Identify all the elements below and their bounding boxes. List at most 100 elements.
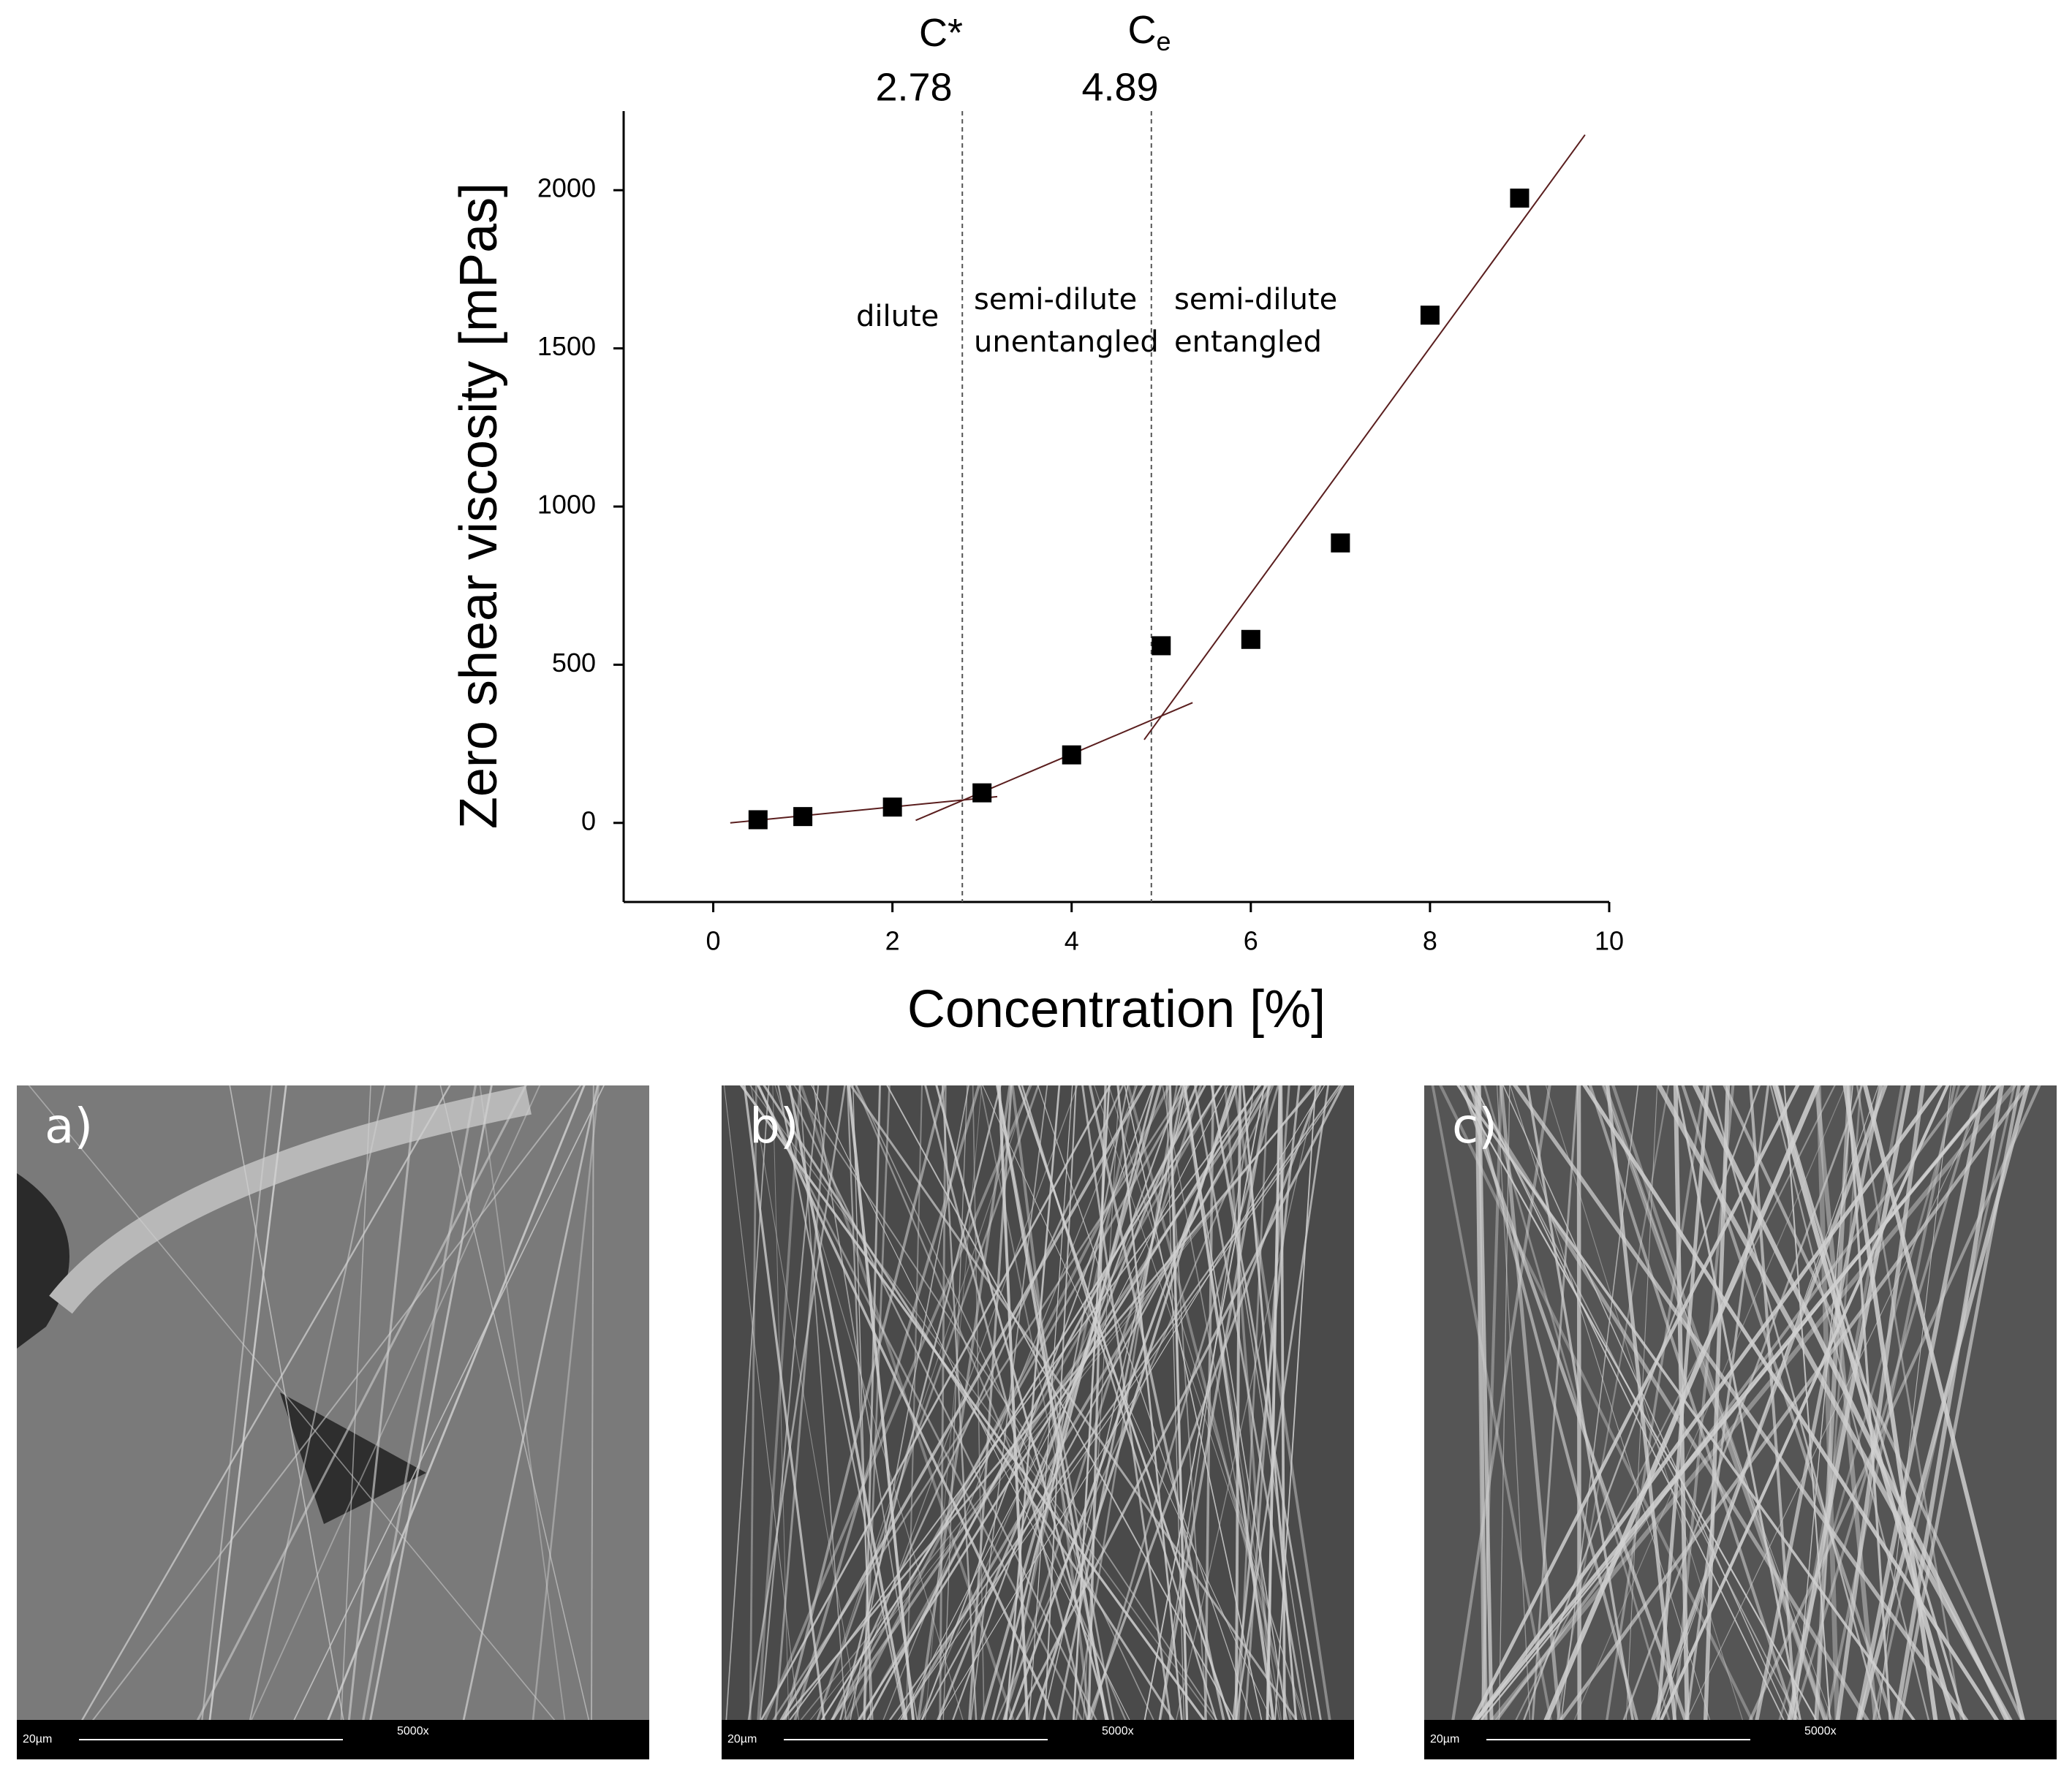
fiber	[241, 1085, 386, 1759]
fiber	[1165, 1085, 1186, 1759]
x-tick-label: 6	[1244, 926, 1258, 956]
fiber	[1887, 1085, 2005, 1759]
fiber	[1747, 1085, 1883, 1759]
x-tick-label: 10	[1595, 926, 1624, 956]
scale-bar-label: 20µm	[727, 1733, 757, 1745]
fiber	[590, 1085, 594, 1759]
fiber	[803, 1085, 1268, 1759]
magnification: 5000x	[1102, 1725, 1134, 1737]
fiber	[454, 1085, 599, 1759]
fiber	[861, 1085, 881, 1759]
scale-bar-label: 20µm	[1430, 1733, 1459, 1745]
fiber	[979, 1085, 1117, 1759]
fiber	[750, 1085, 866, 1759]
fiber	[741, 1085, 846, 1759]
magnification: 5000x	[1804, 1725, 1837, 1737]
strand	[49, 1085, 532, 1314]
fiber	[1228, 1085, 1301, 1759]
threshold-subscript: e	[1156, 26, 1171, 56]
fiber	[1020, 1085, 1235, 1759]
fiber	[788, 1085, 915, 1759]
fiber	[795, 1085, 1222, 1759]
fiber	[1153, 1085, 1255, 1759]
threshold-value: 4.89	[1081, 65, 1158, 109]
fiber	[1152, 1085, 1271, 1759]
sem-content	[17, 1085, 649, 1759]
data-point	[748, 810, 768, 830]
fiber	[1624, 1085, 1658, 1759]
fiber	[1475, 1085, 1488, 1759]
fiber	[965, 1085, 1013, 1759]
threshold-symbol: C*	[919, 11, 963, 55]
fiber	[870, 1085, 1342, 1759]
fiber	[1709, 1085, 1892, 1759]
fiber	[528, 1085, 600, 1759]
fiber	[757, 1085, 1075, 1759]
fiber	[1692, 1085, 2030, 1759]
fiber	[739, 1085, 1235, 1759]
fiber	[772, 1085, 790, 1759]
fiber	[886, 1085, 1257, 1759]
fiber	[1611, 1085, 1840, 1759]
panel-label: a)	[45, 1098, 93, 1154]
fiber	[778, 1085, 1314, 1759]
data-point	[1420, 306, 1440, 325]
fiber	[1681, 1085, 1907, 1759]
fiber	[1530, 1085, 2030, 1759]
fiber	[1474, 1085, 1804, 1759]
fiber	[1469, 1085, 1649, 1759]
fiber	[1588, 1085, 1810, 1759]
fiber	[756, 1085, 1103, 1759]
sem-image: 20µm 5000x c)	[1424, 1085, 2057, 1759]
x-axis-title: Concentration [%]	[907, 980, 1326, 1039]
fiber	[996, 1085, 1115, 1759]
fiber	[800, 1085, 1028, 1759]
sem-content	[722, 1085, 1354, 1759]
data-point	[972, 783, 992, 803]
fiber	[1502, 1085, 1809, 1759]
fiber	[355, 1085, 477, 1759]
fiber	[1496, 1085, 1532, 1759]
fiber	[1675, 1085, 1810, 1759]
fiber	[768, 1085, 1315, 1759]
fiber	[1210, 1085, 1329, 1759]
fiber	[911, 1085, 1012, 1759]
fiber	[1830, 1085, 1925, 1759]
fiber	[722, 1085, 770, 1759]
fiber	[969, 1085, 1162, 1759]
fiber	[1072, 1085, 1322, 1759]
fiber	[1582, 1085, 2025, 1759]
fiber	[1010, 1085, 1097, 1759]
fiber	[1526, 1085, 1641, 1759]
annotation: entangled	[1174, 325, 1322, 359]
fiber	[1166, 1085, 1210, 1759]
fiber	[1445, 1085, 1943, 1759]
threshold-name: Ce	[1127, 8, 1171, 56]
fiber	[1512, 1085, 1997, 1759]
fiber	[28, 1085, 588, 1759]
fiber	[849, 1085, 1326, 1759]
fiber	[344, 1085, 418, 1759]
annotation: dilute	[856, 300, 939, 333]
fiber	[1529, 1085, 1579, 1759]
fiber	[479, 1085, 571, 1759]
sem-background	[1424, 1085, 2057, 1759]
fiber	[757, 1085, 1146, 1759]
fiber	[774, 1085, 946, 1759]
fiber	[749, 1085, 757, 1759]
data-point	[793, 807, 813, 827]
fiber	[723, 1085, 804, 1759]
fiber	[825, 1085, 1171, 1759]
fiber	[996, 1085, 1129, 1759]
fiber	[1445, 1085, 1551, 1759]
fiber	[58, 1085, 451, 1759]
fiber	[982, 1085, 1290, 1759]
panel-label: b)	[749, 1098, 799, 1154]
fiber	[273, 1085, 605, 1759]
fiber	[845, 1085, 1206, 1759]
fiber	[1081, 1085, 1120, 1759]
threshold-value: 2.78	[875, 65, 952, 109]
fiber	[1608, 1085, 1864, 1759]
fiber	[1545, 1085, 1755, 1759]
